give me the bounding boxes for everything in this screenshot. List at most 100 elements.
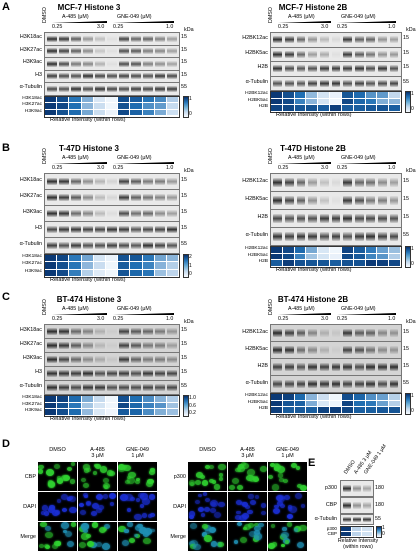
panel-letter-b: B [2,142,10,154]
heatmap-cell [306,105,319,112]
protein-band [285,328,294,338]
heatmap-cell [130,396,143,403]
cell-nucleus [137,492,145,499]
a485-label: A-485 (μM) [288,14,315,20]
heatmap-cell [353,260,366,267]
cell-nucleus [299,484,307,491]
cell-nucleus [211,480,216,484]
heatmap-cell [389,407,401,414]
protein-band [296,362,306,372]
protein-band [273,50,283,58]
protein-band [296,345,306,355]
cell-nucleus [254,525,261,532]
heatmap-cell [353,105,366,112]
protein-band [378,50,387,58]
protein-band [319,65,329,73]
cell-nucleus [70,522,77,528]
band-lane-group [45,58,179,70]
gne049-low-dose: 0.25 [113,165,124,171]
protein-band [47,342,57,349]
blot-label: H3K18ac [19,177,42,183]
cell-nucleus [67,540,75,547]
protein-band [71,241,81,250]
heatmap-cell [93,402,106,410]
gne049-dose-wedge [337,21,396,23]
heatmap-cell [154,103,167,110]
heatmap-colorbar [405,246,411,268]
protein-band [95,85,105,92]
protein-band [119,73,129,80]
blot-label: α-Tubulin [314,516,337,522]
protein-band [167,370,177,377]
heatmap-cell [142,409,155,416]
cell-nucleus [124,529,129,533]
cell-nucleus [135,479,141,485]
protein-band [167,177,177,186]
heatmap-cell [105,409,119,416]
protein-band [389,36,399,44]
cell-nucleus [281,531,289,539]
blot-label: H3K9ac [22,209,42,215]
colorbar-tick: 1 [189,262,192,269]
kda-marker: 55 [403,78,409,85]
heatmap-row [45,109,180,117]
protein-band [59,328,69,335]
band-lane-group [271,342,401,358]
protein-band [167,73,177,80]
cell-nucleus [118,466,125,473]
heatmap-cell [166,255,180,263]
protein-band [343,328,352,338]
heatmap-cell [166,96,180,104]
protein-band [155,177,165,186]
protein-band [167,85,177,92]
band-lane-group [45,190,179,205]
cell-nucleus [79,509,86,515]
band-lane-group [271,62,401,76]
protein-band [83,209,93,218]
heatmap-row-label: H2BK5ac [247,97,268,103]
intensity-heatmap [270,91,402,113]
heatmap-cell [93,96,106,104]
kda-header: kDa [184,27,194,33]
heatmap-cell [294,92,307,99]
heatmap-cell [105,269,119,277]
colorbar-tick: 0.2 [189,410,196,416]
protein-band [366,362,376,372]
a485-low-dose: 0.25 [52,24,63,30]
protein-band [71,35,81,42]
cell-nucleus [83,468,90,474]
heatmap-cell [93,109,106,117]
blot-label: H2B [257,214,269,220]
protein-band [167,342,177,349]
cell-nucleus [248,493,254,499]
cell-nucleus [70,479,76,484]
heatmap-cell [45,109,58,117]
cell-nucleus [56,498,62,503]
cell-nucleus [205,465,210,470]
protein-band [343,50,352,58]
cell-nucleus [86,533,92,539]
cell-nucleus [236,484,244,491]
gne049-low-dose: 0.25 [113,316,124,322]
heatmap-cell [57,109,70,117]
heatmap-row-label: CBP [327,531,337,536]
blot-label: H3K27ac [19,46,42,53]
protein-band [71,85,81,92]
heatmap-cell [294,260,307,267]
cell-nucleus [128,471,136,479]
heatmap-cell [166,262,180,270]
gne049-label: GNE-049 (μM) [117,306,152,312]
protein-band [95,342,105,349]
dmso-label: DMSO [42,299,48,315]
blot-strip [270,375,402,393]
protein-band [354,65,364,73]
heatmap-caption: Relative Intensity (within rows) [276,414,352,420]
protein-band [331,50,341,58]
cell-nucleus [234,514,242,521]
a485-label: A-485 (μM) [288,155,315,161]
protein-band [296,36,306,44]
kda-marker: 15 [181,369,187,375]
band-lane-group [271,48,401,62]
protein-band [389,362,399,372]
protein-band [71,177,81,186]
